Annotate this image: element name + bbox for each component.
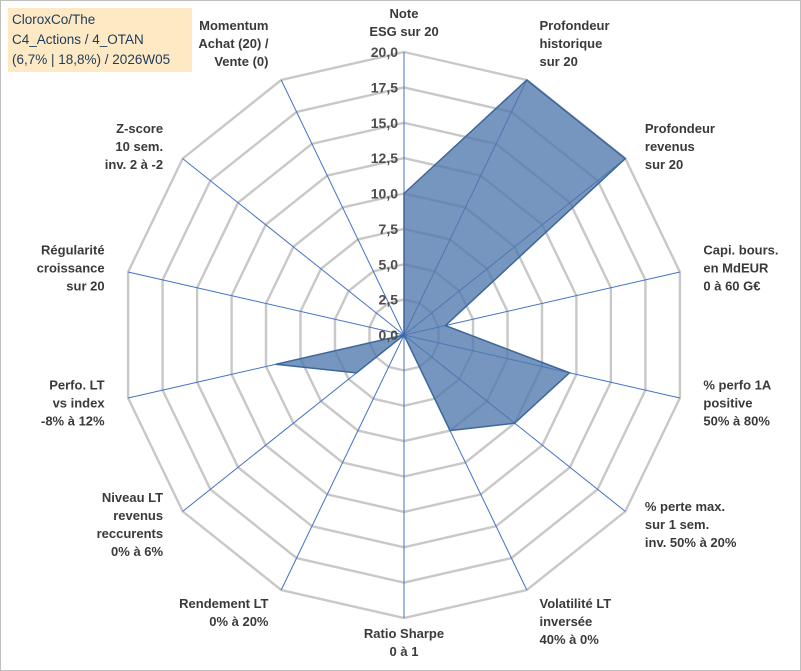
axis-label-1-line-1: historique <box>540 36 603 51</box>
axis-label-11-line-2: sur 20 <box>66 279 104 294</box>
tick-labels: 0,0 2,5 5,0 7,5 10,0 12,5 15,0 17,5 20,0 <box>371 44 398 343</box>
axis-label-0-line-1: ESG sur 20 <box>369 24 438 39</box>
tick-label: 5,0 <box>379 256 399 272</box>
spoke-3 <box>403 271 681 336</box>
axis-label-8-line-1: 0% à 20% <box>209 614 269 629</box>
axis-label-1-line-0: Profondeur <box>540 18 610 33</box>
tick-label: 17,5 <box>371 79 398 95</box>
axis-label-4-line-0: % perfo 1A <box>703 377 772 392</box>
tick-label: 0,0 <box>379 327 399 343</box>
axis-label-9-line-3: 0% à 6% <box>111 544 163 559</box>
axis-label-3-line-1: en MdEUR <box>703 261 769 276</box>
axis-label-3-line-2: 0 à 60 G€ <box>703 279 760 294</box>
chart-title-box: CloroxCo/The C4_Actions / 4_OTAN (6,7% |… <box>8 8 192 72</box>
axis-label-10-line-0: Perfo. LT <box>49 377 104 392</box>
axis-label-8-line-0: Rendement LT <box>179 596 268 611</box>
tick-label: 15,0 <box>371 115 398 131</box>
axis-label-12-line-1: 10 sem. <box>115 139 163 154</box>
axis-label-12-line-2: inv. 2 à -2 <box>105 157 163 172</box>
chart-title-line-3: (6,7% | 18,8%) / 2026W05 <box>12 52 171 67</box>
axis-label-13-line-0: Momentum <box>199 18 268 33</box>
chart-title-line-2: C4_Actions / 4_OTAN <box>12 32 144 47</box>
axis-label-0-line-0: Note <box>390 6 419 21</box>
axis-label-13-line-1: Achat (20) / <box>198 36 268 51</box>
spoke-13 <box>280 79 405 336</box>
axis-label-4-line-2: 50% à 80% <box>703 413 770 428</box>
axis-label-12-line-0: Z-score <box>116 121 163 136</box>
series-area <box>275 79 627 432</box>
tick-label: 10,0 <box>371 186 398 202</box>
tick-label: 20,0 <box>371 44 398 60</box>
axis-label-5-line-0: % perte max. <box>645 499 725 514</box>
spoke-11 <box>127 271 405 336</box>
series-area-polygon <box>275 79 627 432</box>
chart-title-line-1: CloroxCo/The <box>12 12 96 27</box>
axis-label-10-line-2: -8% à 12% <box>41 413 105 428</box>
axis-label-3-line-0: Capi. bours. <box>703 243 778 258</box>
spoke-12 <box>182 158 405 336</box>
axis-label-1-line-2: sur 20 <box>540 54 578 69</box>
axis-label-6-line-1: inversée <box>540 614 593 629</box>
spoke-8 <box>280 334 405 591</box>
axis-label-13-line-2: Vente (0) <box>214 54 268 69</box>
axis-label-9-line-0: Niveau LT <box>102 490 163 505</box>
axis-labels: Note ESG sur 20 Profondeur historique sur 20… <box>37 6 779 659</box>
axis-label-6-line-0: Volatilité LT <box>540 596 612 611</box>
axis-label-9-line-1: revenus <box>113 508 163 523</box>
axis-label-11-line-0: Régularité <box>41 243 105 258</box>
axis-label-11-line-1: croissance <box>37 261 105 276</box>
axis-label-2-line-0: Profondeur <box>645 121 715 136</box>
axis-label-5-line-1: sur 1 sem. <box>645 517 709 532</box>
tick-label: 12,5 <box>371 150 398 166</box>
tick-label: 2,5 <box>379 292 399 308</box>
axis-label-7-line-0: Ratio Sharpe <box>364 626 444 641</box>
axis-label-10-line-1: vs index <box>53 395 106 410</box>
axis-label-4-line-1: positive <box>703 395 752 410</box>
axis-label-5-line-2: inv. 50% à 20% <box>645 535 737 550</box>
tick-label: 7,5 <box>379 221 399 237</box>
axis-label-6-line-2: 40% à 0% <box>540 632 600 647</box>
axis-label-9-line-2: reccurents <box>97 526 163 541</box>
axis-label-2-line-2: sur 20 <box>645 157 683 172</box>
axis-label-2-line-1: revenus <box>645 139 695 154</box>
axis-label-7-line-1: 0 à 1 <box>390 644 419 659</box>
